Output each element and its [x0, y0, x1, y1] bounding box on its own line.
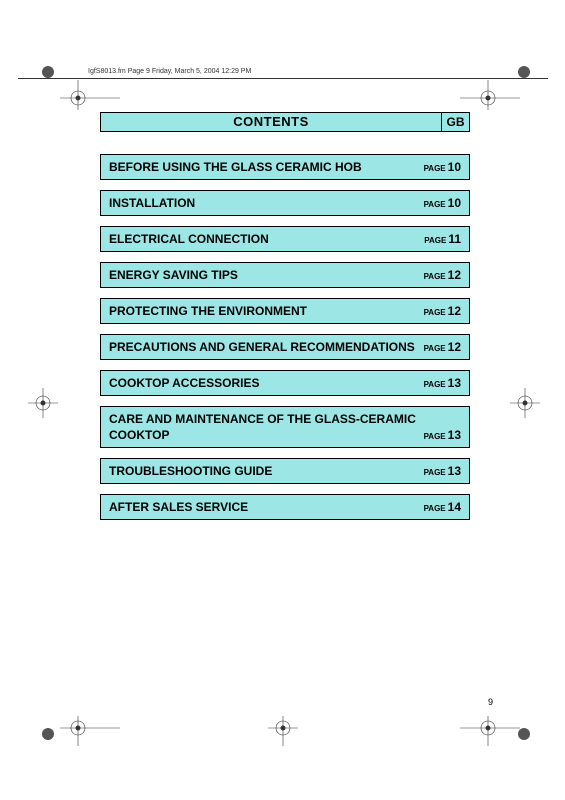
page-label: PAGE — [424, 308, 446, 317]
toc-item-page: PAGE12 — [424, 340, 461, 355]
page-label: PAGE — [424, 164, 446, 173]
toc-item-title: ENERGY SAVING TIPS — [109, 267, 424, 283]
page-num: 13 — [448, 428, 461, 442]
toc-item[interactable]: INSTALLATION PAGE10 — [100, 190, 470, 216]
contents-area: CONTENTS GB BEFORE USING THE GLASS CERAM… — [100, 112, 470, 530]
header-meta-text: IgfS8013.fm Page 9 Friday, March 5, 2004… — [88, 68, 251, 75]
toc-item-title: INSTALLATION — [109, 195, 424, 211]
toc-item-title: PRECAUTIONS AND GENERAL RECOMMENDATIONS — [109, 339, 424, 355]
toc-item[interactable]: ENERGY SAVING TIPS PAGE12 — [100, 262, 470, 288]
page-label: PAGE — [424, 200, 446, 209]
toc-item[interactable]: BEFORE USING THE GLASS CERAMIC HOB PAGE1… — [100, 154, 470, 180]
page-num: 10 — [448, 160, 461, 174]
page-num: 13 — [448, 464, 461, 478]
toc-item[interactable]: PROTECTING THE ENVIRONMENT PAGE12 — [100, 298, 470, 324]
page-num: 12 — [448, 268, 461, 282]
page-label: PAGE — [424, 344, 446, 353]
toc-item[interactable]: COOKTOP ACCESSORIES PAGE13 — [100, 370, 470, 396]
toc-item-page: PAGE11 — [424, 232, 461, 247]
toc-item-title: CARE AND MAINTENANCE OF THE GLASS-CERAMI… — [109, 411, 424, 443]
toc-item-title: ELECTRICAL CONNECTION — [109, 231, 424, 247]
toc-item-page: PAGE14 — [424, 500, 461, 515]
page-number: 9 — [488, 697, 493, 707]
contents-title: CONTENTS — [100, 112, 442, 132]
toc-item[interactable]: PRECAUTIONS AND GENERAL RECOMMENDATIONS … — [100, 334, 470, 360]
cropmark-bc — [268, 716, 298, 746]
toc-item-page: PAGE12 — [424, 268, 461, 283]
toc-item[interactable]: AFTER SALES SERVICE PAGE14 — [100, 494, 470, 520]
cropmark-br — [460, 716, 520, 746]
toc-item-title: AFTER SALES SERVICE — [109, 499, 424, 515]
toc-item-page: PAGE13 — [424, 464, 461, 479]
toc-item-page: PAGE12 — [424, 304, 461, 319]
page-num: 13 — [448, 376, 461, 390]
toc-item-page: PAGE13 — [424, 428, 461, 443]
page-label: PAGE — [424, 380, 446, 389]
cropmark-tl — [60, 80, 120, 110]
page-num: 14 — [448, 500, 461, 514]
page-label: PAGE — [424, 504, 446, 513]
toc-item[interactable]: ELECTRICAL CONNECTION PAGE11 — [100, 226, 470, 252]
page-label: PAGE — [424, 468, 446, 477]
toc-item-title: BEFORE USING THE GLASS CERAMIC HOB — [109, 159, 424, 175]
cropmark-ml — [28, 388, 58, 418]
title-row: CONTENTS GB — [100, 112, 470, 132]
toc-item-page: PAGE10 — [424, 160, 461, 175]
toc-item-title: PROTECTING THE ENVIRONMENT — [109, 303, 424, 319]
toc-item-page: PAGE13 — [424, 376, 461, 391]
toc-item-title: COOKTOP ACCESSORIES — [109, 375, 424, 391]
toc-item-page: PAGE10 — [424, 196, 461, 211]
page-num: 12 — [448, 304, 461, 318]
cropmark-mr — [510, 388, 540, 418]
language-badge: GB — [442, 112, 470, 132]
toc-item[interactable]: TROUBLESHOOTING GUIDE PAGE13 — [100, 458, 470, 484]
toc-item-title: TROUBLESHOOTING GUIDE — [109, 463, 424, 479]
page-label: PAGE — [424, 432, 446, 441]
page-num: 12 — [448, 340, 461, 354]
page-num: 10 — [448, 196, 461, 210]
cropmark-tr — [460, 80, 520, 110]
page-label: PAGE — [424, 236, 446, 245]
regmark-bl — [36, 722, 60, 746]
cropmark-bl — [60, 716, 120, 746]
regmark-tl — [36, 60, 60, 84]
toc-item[interactable]: CARE AND MAINTENANCE OF THE GLASS-CERAMI… — [100, 406, 470, 448]
header-rule — [18, 78, 548, 79]
page-num: 11 — [448, 232, 461, 246]
page-label: PAGE — [424, 272, 446, 281]
